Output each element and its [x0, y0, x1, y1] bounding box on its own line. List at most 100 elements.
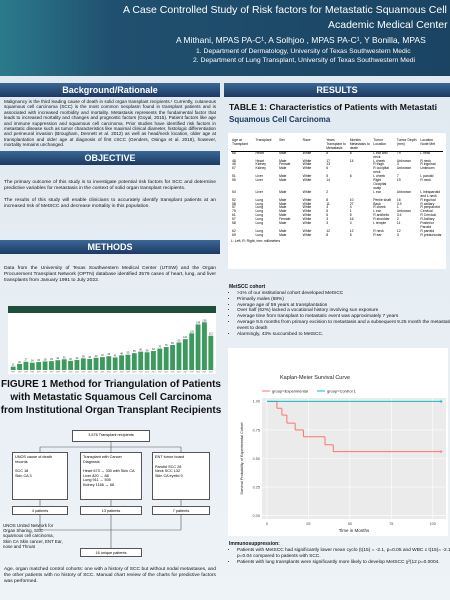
table-cell: R parotid [420, 228, 435, 233]
table-cell: Unknown [396, 158, 411, 163]
table-cell: Back [373, 201, 381, 206]
table-cell: Posterior Parotid [420, 221, 434, 229]
table-cell: Unknown [396, 166, 411, 171]
table-cell: White [302, 174, 312, 179]
table-row: 57 Lung Female White 3 16 R shoulder 2 R Axillar… [231, 217, 443, 222]
value-label: 156 [202, 318, 207, 322]
table-head: Age at Transplant Transplant Sex Race Years … [231, 138, 443, 152]
subheading: MetSCC cohort [229, 284, 266, 290]
flow-line: Neck SCC 132 [155, 469, 181, 474]
censor-mark [439, 450, 443, 454]
flow-line: UNOS cause of death records [15, 455, 52, 464]
value-label: 55 [133, 349, 136, 353]
table-cell: Male [279, 232, 287, 237]
bullet: Patients with lung transplants were sign… [237, 560, 450, 566]
table-cell: Male [279, 166, 287, 171]
bullet-list: Patients with MetSCC had significantly l… [229, 548, 450, 565]
flow-line: ENT tumor board [155, 455, 185, 459]
table-cell: White [302, 178, 312, 183]
value-label: 112 [209, 332, 214, 336]
table-cell: Right Occipital scalp [373, 178, 387, 190]
table-cell: 12 [349, 228, 354, 233]
table-cell: White [302, 197, 312, 202]
column-header: Location Node Met [419, 138, 443, 152]
table-cell: Cervical [420, 209, 433, 214]
table-cell: 6 [349, 174, 352, 179]
table-cell: White [302, 221, 312, 226]
table-cell: 7 [396, 174, 399, 179]
bullet: >1% of our institutional cohort develope… [237, 291, 450, 297]
table-cell: Male [279, 228, 287, 233]
value-label: 28 [44, 357, 47, 361]
x-tick-label: 2013 [151, 372, 155, 374]
table-cell: 3 [396, 162, 399, 167]
table-cell: White [302, 228, 312, 233]
x-tick-label: 2002 [81, 372, 85, 374]
table-cell: Male [279, 205, 287, 210]
value-label: 26 [37, 358, 40, 362]
paragraph: Age, organ matched control cohorts: one … [4, 567, 216, 584]
bar [80, 358, 86, 370]
table-cell: 19 [396, 178, 401, 183]
table-cell: Liver [255, 178, 263, 183]
table-cell: R inguinal [420, 162, 436, 167]
value-label: 42 [101, 353, 104, 357]
value-label: 11 [12, 363, 15, 367]
table-cell: Male [279, 213, 287, 218]
flow-line: Lung 911 → 505 [83, 478, 111, 483]
table-cell: 27 [349, 201, 354, 206]
value-label: 70 [158, 345, 161, 349]
value-label: 75 [165, 343, 168, 347]
x-tick-label: 2005 [100, 372, 104, 374]
abbreviations: UNOS United Network for Organ Sharing, S… [3, 523, 63, 549]
table-cell: White [302, 209, 312, 214]
table-cell: 58 [232, 221, 236, 226]
table-cell: 68 [232, 150, 236, 155]
table-cell: 5 [349, 213, 352, 218]
table-cell: Unknown [420, 166, 435, 171]
value-label: 50 [126, 351, 129, 355]
table-cell: 8 [326, 197, 329, 202]
table-cell: White [302, 189, 312, 194]
table-cell: L cheek [373, 174, 386, 179]
x-tick-label: 75 [389, 522, 393, 526]
chart-title: Kaplan-Meier Survival Curve [280, 375, 350, 381]
bar [23, 361, 29, 370]
table-cell: Male [279, 174, 287, 179]
bar [55, 360, 61, 370]
table-subtitle: Squamous Cell Carcinoma [229, 115, 331, 124]
table-cell: 3.4 [396, 213, 402, 218]
x-tick-label: 25 [306, 522, 310, 526]
table-cell: Lung [255, 221, 264, 226]
bar [189, 333, 195, 370]
table-panel: Age at Transplant Transplant Sex Race Years … [228, 133, 446, 269]
table-cell: White [302, 232, 312, 237]
bar [36, 362, 42, 370]
column-header: Tumor Location [372, 138, 396, 152]
table-cell: 79 [396, 150, 401, 155]
table-cell: 8 [326, 150, 329, 155]
table-cell: 1 [349, 209, 352, 214]
table-row: 55 Liver Male White 14 Right Occipital scalp 1… [231, 178, 443, 191]
value-label: 82 [171, 341, 174, 345]
x-tick-label: 1995 [37, 372, 41, 374]
column-header: Tumor Depth (mm) [395, 138, 420, 152]
table-cell: 48 [232, 158, 236, 163]
y-tick-label: 0.25 [253, 485, 260, 489]
bar [17, 363, 22, 370]
table-cell: L neck [420, 150, 431, 155]
table-cell: 13 [326, 162, 330, 167]
flow-line: Liver 820 → 88 [83, 473, 109, 478]
x-tick-label: 2010 [132, 372, 136, 374]
section-heading: OBJECTIVE [0, 151, 220, 165]
value-label: 41 [114, 353, 117, 357]
table-cell: White [302, 213, 312, 218]
table-cell: 69 [232, 232, 236, 237]
table-cell: 6 [326, 166, 329, 171]
table-cell: R axillary [420, 201, 435, 206]
table-cell: 3 [326, 217, 329, 222]
x-tick-label: 50 [348, 522, 352, 526]
flow-box: ENT tumor board Parotid SCC 28 Neck SCC 13… [152, 452, 210, 500]
table-cell: Liver [255, 174, 263, 179]
